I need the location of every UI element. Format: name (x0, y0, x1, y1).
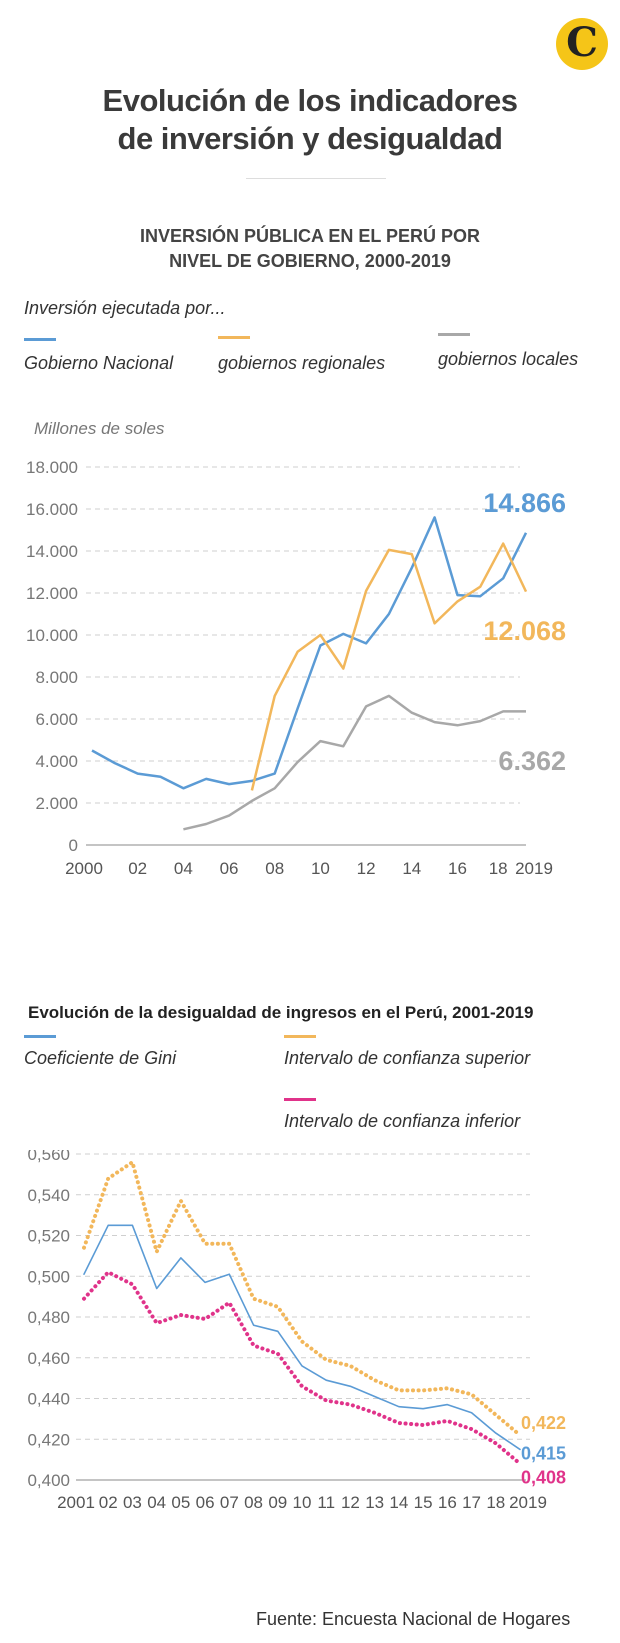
series-line-gobiernos-locales (183, 694, 526, 831)
series-line-intervalo-de-confianza-inferior (82, 1270, 522, 1466)
chart-inversion-publica: Millones de soles 18.000 16.000 14.000 12.00… (26, 420, 566, 878)
end-label-intervalo-de-confianza-superior: 0,422 (521, 1413, 566, 1433)
y-tick-label: 12.000 (26, 584, 78, 603)
y-tick-label: 0,540 (27, 1186, 70, 1205)
y-tick-label: 0,520 (27, 1227, 70, 1246)
x-tick-label: 11 (317, 1493, 335, 1512)
y-tick-label: 14.000 (26, 542, 78, 561)
x-tick-label: 02 (128, 859, 147, 878)
chart-desigualdad: Puntos0,5600,5400,5200,5000,4800,4600,44… (27, 1150, 566, 1512)
chart1-title: INVERSIÓN PÚBLICA EN EL PERÚ POR NIVEL D… (139, 226, 481, 272)
y-tick-label: 0,460 (27, 1349, 70, 1368)
legend-swatch-ic-inferior (284, 1098, 316, 1101)
y-axis-label: Millones de soles (34, 420, 165, 438)
title-divider (246, 178, 386, 179)
legend-ic-superior: Intervalo de confianza superior (284, 1048, 531, 1068)
x-tick-label: 08 (244, 1493, 263, 1512)
x-tick-label: 15 (414, 1493, 433, 1512)
end-label-gobiernos-regionales: 12.068 (483, 616, 566, 646)
x-tick-label: 2000 (65, 859, 103, 878)
x-tick-label: 18 (489, 859, 508, 878)
series-line-gobierno-nacional (91, 516, 528, 790)
x-tick-label: 18 (486, 1493, 505, 1512)
x-tick-label: 05 (171, 1493, 190, 1512)
x-tick-label: 14 (389, 1493, 408, 1512)
x-tick-label: 09 (268, 1493, 287, 1512)
y-tick-label: 16.000 (26, 500, 78, 519)
legend-gobierno-nacional: Gobierno Nacional (24, 353, 174, 373)
x-tick-label: 2001 (57, 1493, 95, 1512)
page-title: Evolución de los indicadores de inversió… (0, 82, 620, 158)
legend-gini: Coeficiente de Gini (24, 1048, 177, 1068)
x-tick-label: 10 (293, 1493, 312, 1512)
legend-gobiernos-locales: gobiernos locales (438, 349, 579, 369)
x-tick-label: 2019 (515, 859, 553, 878)
x-tick-label: 17 (462, 1493, 481, 1512)
end-label-gobiernos-locales: 6.362 (498, 746, 566, 776)
x-tick-label: 14 (402, 859, 421, 878)
legend-swatch-ic-superior (284, 1035, 316, 1038)
y-tick-label: 6.000 (35, 710, 78, 729)
x-tick-label: 06 (220, 859, 239, 878)
source-note: Fuente: Encuesta Nacional de Hogares (256, 1609, 571, 1629)
legend-swatch-gobierno-nacional (24, 338, 56, 341)
x-tick-label: 04 (174, 859, 193, 878)
chart2-title: Evolución de la desigualdad de ingresos … (28, 1003, 534, 1022)
x-tick-label: 12 (341, 1493, 360, 1512)
chart1-subtitle: Inversión ejecutada por... (24, 298, 226, 318)
x-tick-label: 16 (438, 1493, 457, 1512)
y-tick-label: 0,400 (27, 1471, 70, 1490)
title-line-2: de inversión y desigualdad (117, 120, 503, 156)
y-tick-label: 0,440 (27, 1390, 70, 1409)
y-tick-label: 0,480 (27, 1308, 70, 1327)
y-tick-label: 0,420 (27, 1430, 70, 1449)
y-tick-label: 0 (69, 836, 78, 855)
x-tick-label: 07 (220, 1493, 239, 1512)
legend-ic-inferior: Intervalo de confianza inferior (284, 1111, 521, 1131)
y-tick-label: 18.000 (26, 458, 78, 477)
end-label-coeficiente-de-gini: 0,415 (521, 1443, 566, 1463)
x-tick-label: 08 (265, 859, 284, 878)
legend-gobiernos-regionales: gobiernos regionales (218, 353, 386, 373)
x-tick-label: 06 (196, 1493, 215, 1512)
title-line-1: Evolución de los indicadores (102, 83, 518, 118)
y-tick-label: 0,500 (27, 1267, 70, 1286)
x-tick-label: 2019 (509, 1493, 547, 1512)
series-line-coeficiente-de-gini (83, 1224, 521, 1451)
y-tick-label: 8.000 (35, 668, 78, 687)
end-label-gobierno-nacional: 14.866 (483, 488, 566, 518)
x-tick-label: 02 (99, 1493, 118, 1512)
x-tick-label: 03 (123, 1493, 142, 1512)
x-tick-label: 10 (311, 859, 330, 878)
x-tick-label: 16 (448, 859, 467, 878)
x-tick-label: 12 (357, 859, 376, 878)
y-tick-label: 10.000 (26, 626, 78, 645)
end-label-intervalo-de-confianza-inferior: 0,408 (521, 1468, 566, 1488)
series-line-gobiernos-regionales (250, 542, 528, 791)
logo: C (556, 18, 608, 70)
y-tick-label: 0,560 (27, 1150, 70, 1164)
legend-swatch-gobiernos-regionales (218, 336, 250, 339)
series-line-intervalo-de-confianza-superior (82, 1160, 522, 1438)
x-tick-label: 13 (365, 1493, 384, 1512)
y-tick-label: 2.000 (35, 794, 78, 813)
legend-swatch-gobiernos-locales (438, 333, 470, 336)
x-tick-label: 04 (147, 1493, 166, 1512)
legend-swatch-gini (24, 1035, 56, 1038)
y-tick-label: 4.000 (35, 752, 78, 771)
